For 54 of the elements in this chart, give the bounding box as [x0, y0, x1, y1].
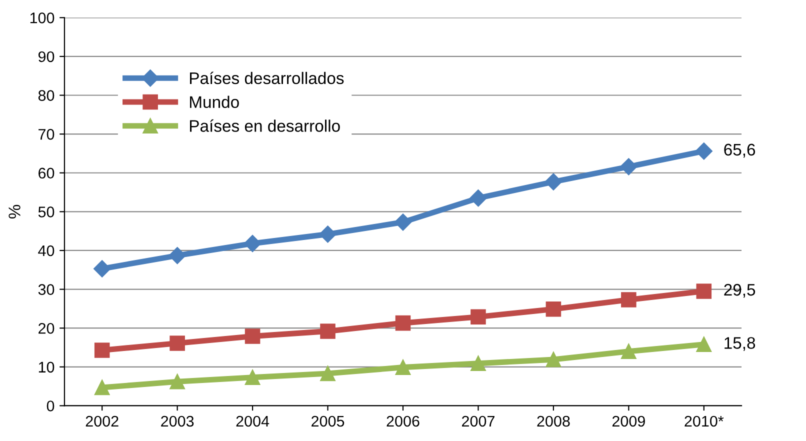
y-tick-label: 0 [46, 400, 54, 412]
point [696, 336, 712, 352]
y-tick-label: 70 [38, 128, 54, 140]
y-tick-label: 20 [38, 322, 54, 334]
point [244, 370, 260, 386]
point [546, 352, 562, 368]
y-tick-label: 30 [38, 284, 54, 295]
point [244, 328, 260, 344]
point [94, 380, 110, 396]
y-axis-title: % [8, 204, 20, 218]
point [621, 292, 636, 308]
point [170, 374, 185, 390]
y-tick-label: 50 [38, 206, 54, 218]
point [696, 284, 712, 299]
data-label: 65,6 [724, 144, 756, 158]
y-tick-label: 100 [30, 12, 54, 24]
point [320, 366, 336, 382]
point [470, 309, 486, 324]
point [695, 142, 712, 160]
y-tick-label: 60 [38, 168, 54, 179]
x-tick-label: 2010* [684, 416, 724, 427]
point [94, 342, 110, 358]
point [320, 324, 336, 339]
point [394, 214, 412, 231]
x-tick-label: 2009 [612, 416, 645, 427]
point [621, 344, 636, 360]
point [170, 336, 185, 351]
y-tick-label: 80 [38, 90, 54, 101]
point [94, 260, 111, 278]
point [546, 301, 562, 317]
legend-label: Países en desarrollo [190, 119, 340, 132]
y-tick-label: 10 [38, 362, 54, 373]
legend-label: Mundo [190, 96, 239, 108]
x-tick-label: 2002 [86, 416, 118, 427]
point [244, 234, 262, 252]
point [395, 315, 411, 331]
x-tick-label: 2003 [161, 416, 194, 427]
point [470, 356, 486, 372]
y-tick-label: 40 [38, 245, 54, 256]
x-tick-label: 2008 [537, 416, 570, 427]
point [395, 360, 411, 375]
data-label: 29,5 [724, 284, 756, 298]
x-tick-label: 2006 [386, 416, 420, 427]
point [544, 173, 562, 190]
data-label: 15,8 [724, 337, 756, 351]
legend-label: Países desarrollados [190, 72, 344, 84]
x-tick-label: 2004 [236, 416, 270, 427]
point [319, 226, 336, 243]
point [620, 158, 638, 176]
y-tick-label: 90 [38, 51, 54, 62]
x-tick-label: 2007 [462, 416, 494, 427]
x-tick-label: 2005 [312, 416, 344, 427]
point [168, 246, 186, 264]
point [470, 190, 487, 207]
